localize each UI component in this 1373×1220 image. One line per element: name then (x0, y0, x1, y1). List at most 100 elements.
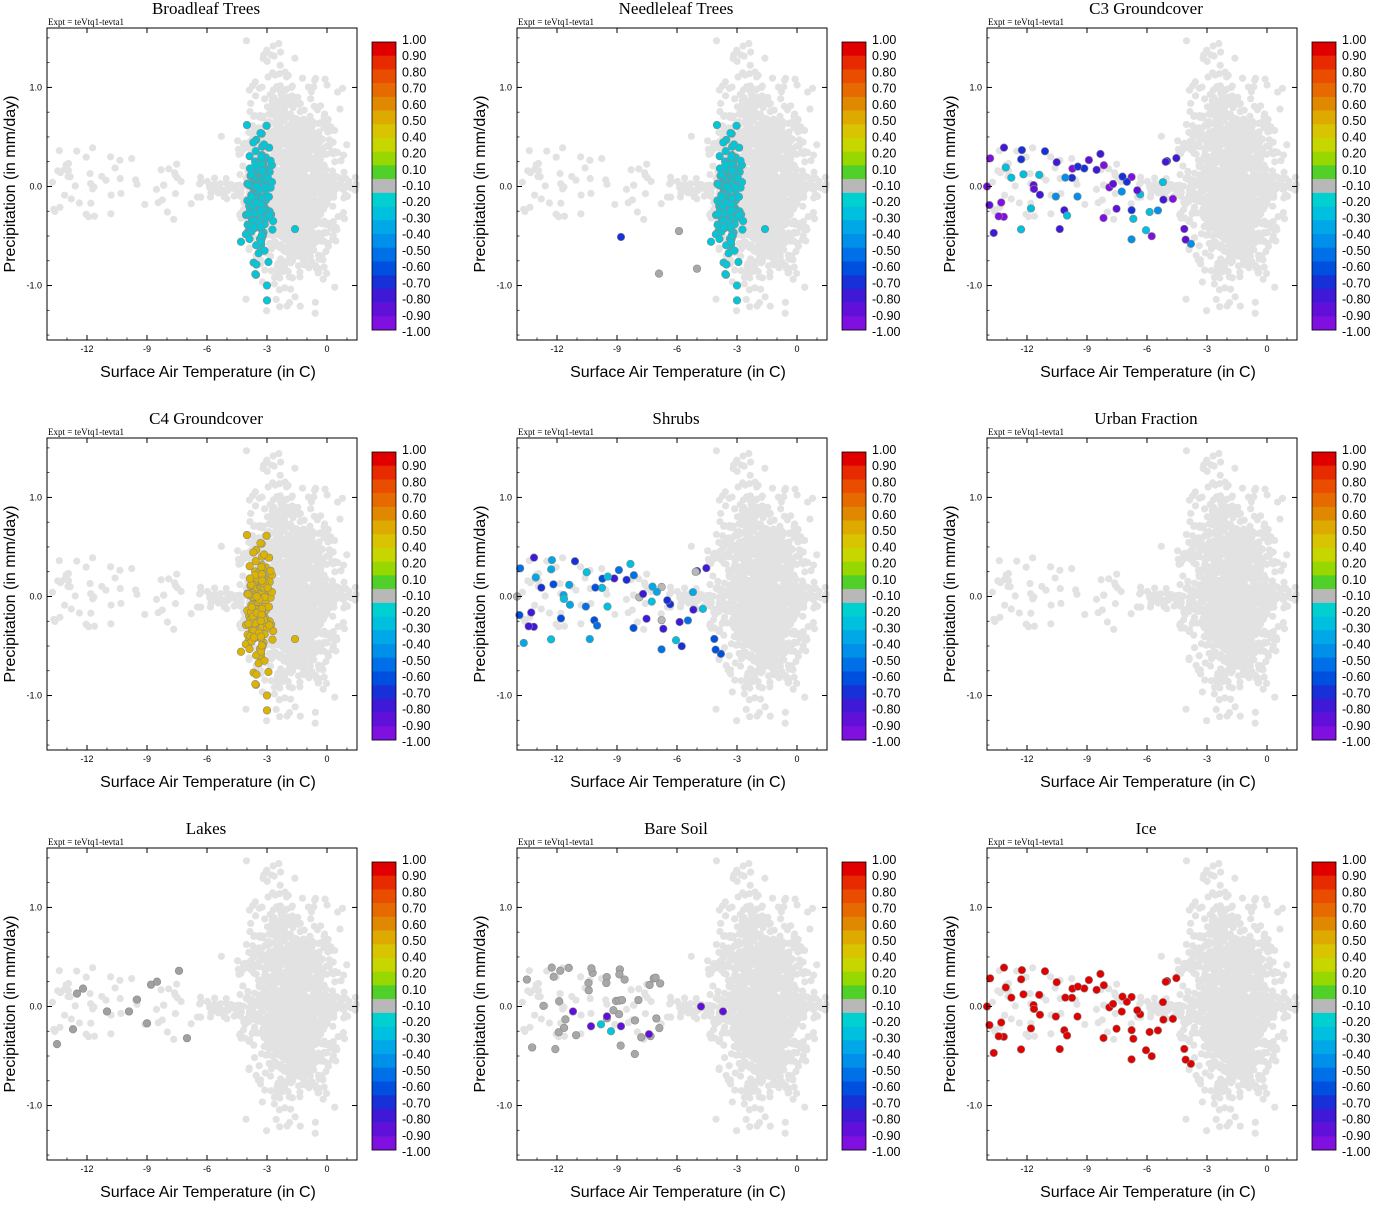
colorbar-label: -0.50 (402, 244, 431, 258)
colorbar-swatch (842, 220, 866, 234)
background-point (778, 228, 785, 235)
background-point (713, 37, 720, 44)
background-point (1276, 105, 1283, 112)
background-point (1252, 299, 1259, 306)
background-point (1209, 232, 1216, 239)
colorbar-swatch (372, 234, 396, 248)
background-point (642, 190, 649, 197)
background-point (781, 238, 788, 245)
highlight-point (265, 193, 273, 201)
background-point (1225, 129, 1232, 136)
background-point (1199, 278, 1206, 285)
background-point (748, 180, 755, 187)
colorbar-swatch (842, 138, 866, 152)
background-point (731, 266, 738, 273)
background-point (87, 200, 94, 207)
background-point (740, 42, 747, 49)
colorbar-swatch (372, 111, 396, 125)
highlight-point (716, 235, 724, 243)
background-point (1186, 184, 1193, 191)
background-point (1144, 178, 1151, 185)
background-point (801, 284, 808, 291)
expt-label: Expt = teVtq1-tevta1 (48, 17, 124, 27)
background-point (767, 303, 774, 310)
x-tick-label: -12 (80, 344, 93, 354)
background-point (315, 269, 322, 276)
background-point (290, 155, 297, 162)
background-point (1212, 205, 1219, 212)
background-point (756, 273, 763, 280)
background-point (1196, 178, 1203, 185)
background-point (89, 185, 96, 192)
highlight-point (265, 258, 273, 266)
background-point (760, 155, 767, 162)
background-point (204, 178, 211, 185)
background-point (89, 144, 96, 151)
highlight-point (731, 247, 739, 255)
background-point (172, 190, 179, 197)
colorbar-label: 0.50 (402, 114, 426, 128)
y-tick-label: 0.0 (499, 181, 512, 191)
background-point (807, 179, 814, 186)
background-point (330, 150, 337, 157)
background-point (304, 204, 311, 211)
background-point (773, 125, 780, 132)
extra-point (617, 233, 625, 241)
background-point (174, 174, 181, 181)
background-point (706, 171, 713, 178)
background-point (289, 92, 296, 99)
background-point (1253, 157, 1260, 164)
background-point (1210, 42, 1217, 49)
background-point (275, 243, 282, 250)
background-point (276, 274, 283, 281)
background-point (1237, 303, 1244, 310)
background-point (261, 95, 268, 102)
colorbar-label: -0.30 (872, 211, 901, 225)
colorbar-label: 0.80 (402, 65, 426, 79)
background-point (1235, 130, 1242, 137)
background-point (299, 143, 306, 150)
background-point (1208, 267, 1215, 274)
background-point (311, 103, 318, 110)
x-tick-label: -3 (733, 344, 741, 354)
chart-title: Broadleaf Trees (152, 0, 260, 18)
background-point (803, 226, 810, 233)
background-point (1263, 270, 1270, 277)
background-point (61, 166, 68, 173)
background-point (107, 210, 114, 217)
background-point (742, 105, 749, 112)
background-point (1272, 237, 1279, 244)
colorbar-label: -0.40 (402, 228, 431, 242)
highlight-point (263, 282, 271, 290)
background-point (701, 192, 708, 199)
background-point (1253, 129, 1260, 136)
background-point (331, 158, 338, 165)
background-point (286, 273, 293, 280)
highlight-point (720, 139, 728, 147)
x-tick-label: 0 (324, 344, 329, 354)
background-point (1219, 140, 1226, 147)
background-point (1212, 173, 1219, 180)
background-point (818, 184, 825, 191)
background-point (747, 196, 754, 203)
background-point (1186, 218, 1193, 225)
background-point (273, 296, 280, 303)
background-point (315, 252, 322, 259)
background-point (297, 303, 304, 310)
background-point (1239, 143, 1246, 150)
background-point (754, 100, 761, 107)
highlight-point (727, 153, 735, 161)
background-point (313, 157, 320, 164)
background-point (1279, 186, 1286, 193)
background-point (1220, 117, 1227, 124)
colorbar-label: -0.10 (402, 179, 431, 193)
x-tick-label: -3 (263, 344, 271, 354)
background-point (289, 146, 296, 153)
background-point (323, 81, 330, 88)
background-point (810, 209, 817, 216)
background-point (313, 215, 320, 222)
background-point (277, 49, 284, 56)
background-point (1213, 155, 1220, 162)
